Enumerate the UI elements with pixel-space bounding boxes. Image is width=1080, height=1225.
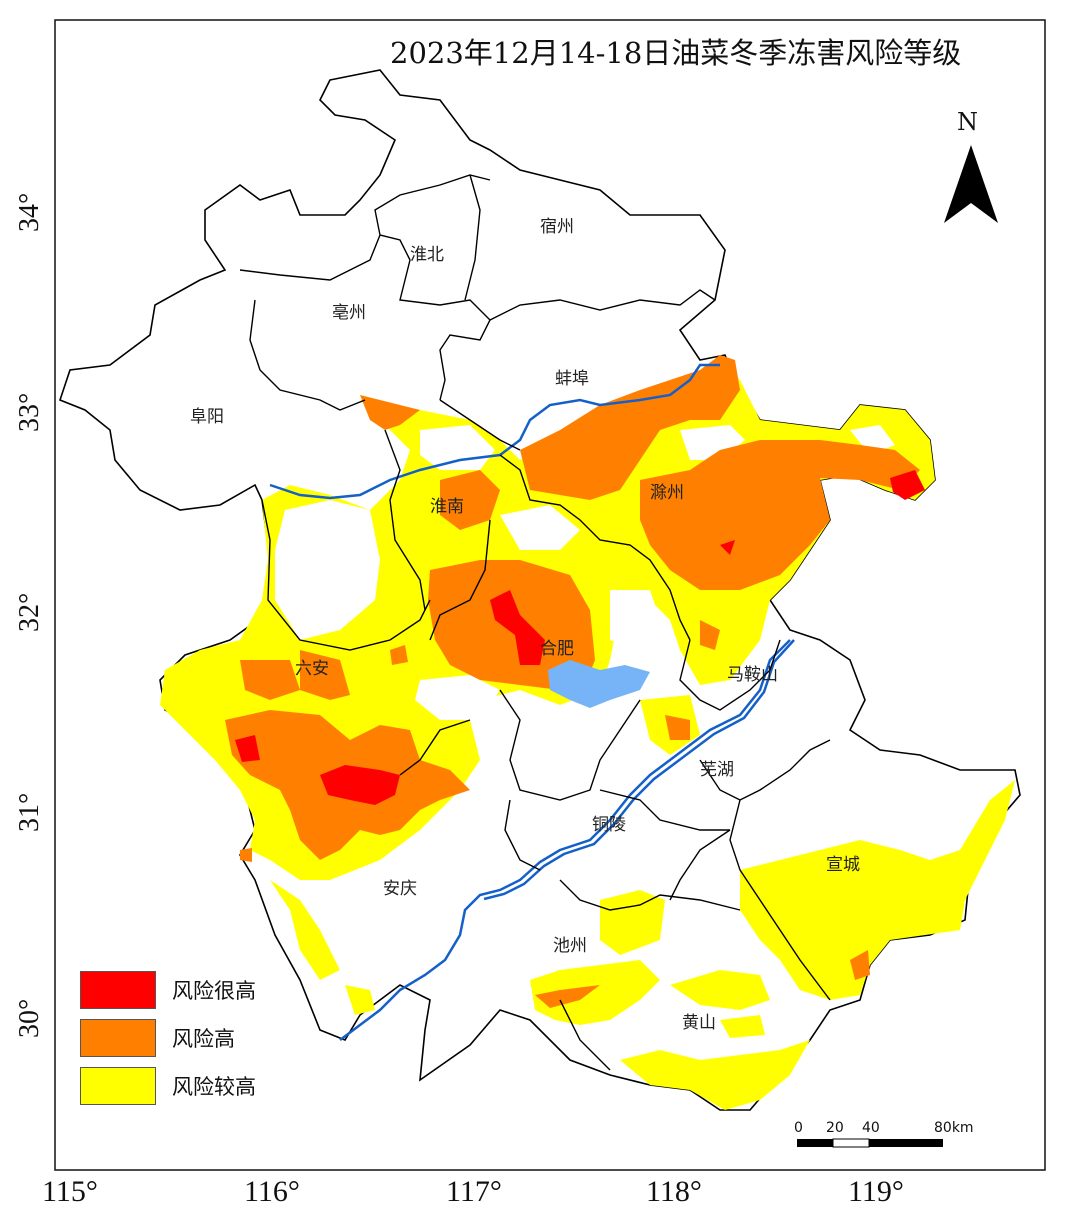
- city-label-hefei: 合肥: [540, 639, 574, 659]
- lat-label-33: 33°: [14, 392, 45, 432]
- chaohu-lake: [548, 660, 650, 708]
- city-label-chuzhou: 滁州: [650, 483, 684, 503]
- legend-swatch-higher: [80, 1067, 156, 1105]
- lat-label-32: 32°: [14, 592, 45, 632]
- legend-item-high: 风险高: [80, 1018, 235, 1058]
- city-label-luan: 六安: [295, 659, 329, 679]
- city-label-fuyang: 阜阳: [190, 407, 224, 427]
- rivers: [269, 363, 795, 1041]
- scale-tick-20: 20: [826, 1120, 844, 1136]
- city-label-chizhou: 池州: [553, 936, 587, 956]
- scale-bar-graphic: [797, 1138, 943, 1148]
- legend-label-very-high: 风险很高: [172, 979, 256, 1003]
- legend-swatch-very-high: [80, 971, 156, 1009]
- north-arrow-label: N: [957, 108, 978, 136]
- lat-label-31: 31°: [14, 792, 45, 832]
- city-label-huangshan: 黄山: [682, 1013, 716, 1033]
- city-label-huaibei: 淮北: [410, 245, 444, 265]
- scale-tick-40: 40: [862, 1120, 880, 1136]
- scale-tick-0: 0: [794, 1120, 803, 1136]
- city-label-maanshan: 马鞍山: [727, 665, 778, 685]
- scale-tick-80km: 80km: [934, 1120, 974, 1136]
- legend-item-higher: 风险较高: [80, 1066, 256, 1106]
- map-title: 2023年12月14-18日油菜冬季冻害风险等级: [390, 36, 962, 70]
- city-label-huainan: 淮南: [430, 497, 464, 517]
- city-boundaries: [239, 174, 831, 1071]
- lat-label-30: 30°: [14, 998, 45, 1038]
- lon-label-115: 115°: [42, 1175, 98, 1208]
- legend-label-high: 风险高: [172, 1027, 235, 1051]
- city-label-anqing: 安庆: [383, 879, 417, 899]
- legend-swatch-high: [80, 1019, 156, 1057]
- risk-zone-very-high: [235, 470, 925, 805]
- north-arrow-icon: [944, 145, 998, 223]
- legend-label-higher: 风险较高: [172, 1075, 256, 1099]
- city-label-suzhou: 宿州: [540, 217, 574, 237]
- city-label-bengbu: 蚌埠: [555, 369, 589, 389]
- lon-label-117: 117°: [446, 1175, 502, 1208]
- city-label-wuhu: 芜湖: [700, 760, 734, 780]
- city-label-bozhou: 亳州: [332, 303, 366, 323]
- map-frame: [54, 19, 1046, 1171]
- city-label-xuancheng: 宣城: [826, 855, 860, 875]
- city-label-tongling: 铜陵: [592, 815, 626, 835]
- risk-zone-none: [275, 425, 895, 720]
- lon-label-118: 118°: [646, 1175, 702, 1208]
- legend-item-very-high: 风险很高: [80, 970, 256, 1010]
- lat-label-34: 34°: [14, 192, 45, 232]
- lon-label-116: 116°: [244, 1175, 300, 1208]
- lon-label-119: 119°: [848, 1175, 904, 1208]
